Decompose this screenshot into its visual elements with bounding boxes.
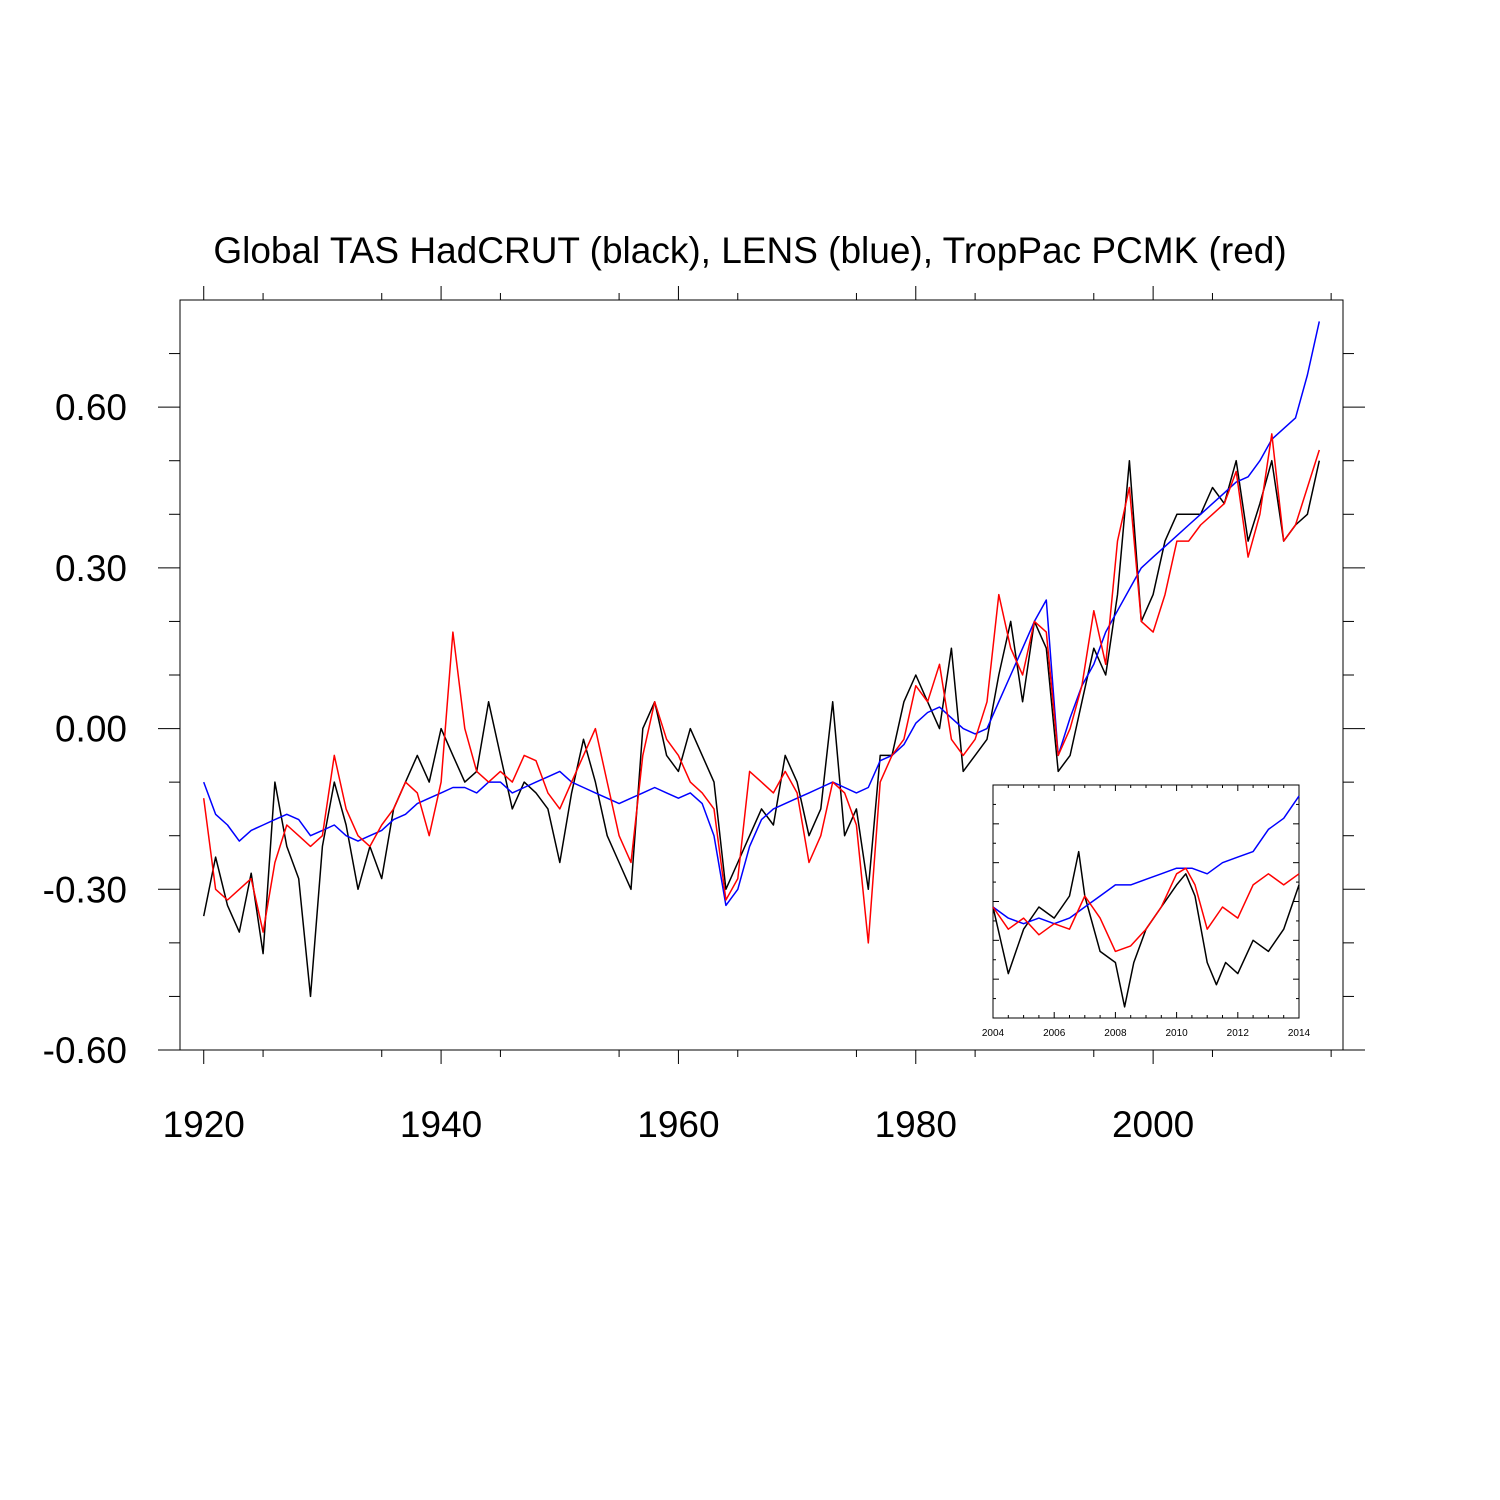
main-axis-ticks xyxy=(158,286,1365,1064)
chart-title: Global TAS HadCRUT (black), LENS (blue),… xyxy=(213,230,1286,271)
inset-series-lines xyxy=(992,795,1300,1008)
inset-axis-ticks xyxy=(992,785,1300,1018)
inset-x-tick-label: 2004 xyxy=(982,1028,1005,1039)
y-tick-label: 0.60 xyxy=(55,387,127,428)
y-tick-label: 0.00 xyxy=(55,709,127,750)
series-line-troppac-pcmk xyxy=(202,433,1321,944)
x-axis-tick-labels: 1920 1940 1960 1980 2000 xyxy=(163,1104,1195,1145)
x-tick-label: 1960 xyxy=(637,1104,719,1145)
inset-x-tick-label: 2010 xyxy=(1165,1028,1188,1039)
inset-x-tick-label: 2006 xyxy=(1043,1028,1066,1039)
main-series-lines xyxy=(202,321,1321,998)
x-tick-label: 1980 xyxy=(875,1104,957,1145)
y-tick-label: -0.60 xyxy=(43,1030,127,1071)
inset-series-line-lens xyxy=(992,795,1300,925)
y-tick-label: 0.30 xyxy=(55,548,127,589)
x-tick-label: 1920 xyxy=(163,1104,245,1145)
inset-x-tick-label: 2012 xyxy=(1227,1028,1250,1039)
y-tick-label: -0.30 xyxy=(43,869,127,910)
series-line-lens xyxy=(202,321,1321,907)
x-tick-label: 1940 xyxy=(400,1104,482,1145)
inset-series-line-troppac-pcmk xyxy=(992,867,1300,953)
x-tick-label: 2000 xyxy=(1112,1104,1194,1145)
series-line-hadcrut xyxy=(202,459,1321,998)
inset-x-tick-labels: 2004 2006 2008 2010 2012 2014 xyxy=(982,1028,1311,1039)
y-axis-tick-labels: -0.60 -0.30 0.00 0.30 0.60 xyxy=(43,387,127,1071)
inset-x-tick-label: 2014 xyxy=(1288,1028,1311,1039)
inset-x-tick-label: 2008 xyxy=(1104,1028,1127,1039)
inset-plot-frame xyxy=(992,784,1300,1019)
